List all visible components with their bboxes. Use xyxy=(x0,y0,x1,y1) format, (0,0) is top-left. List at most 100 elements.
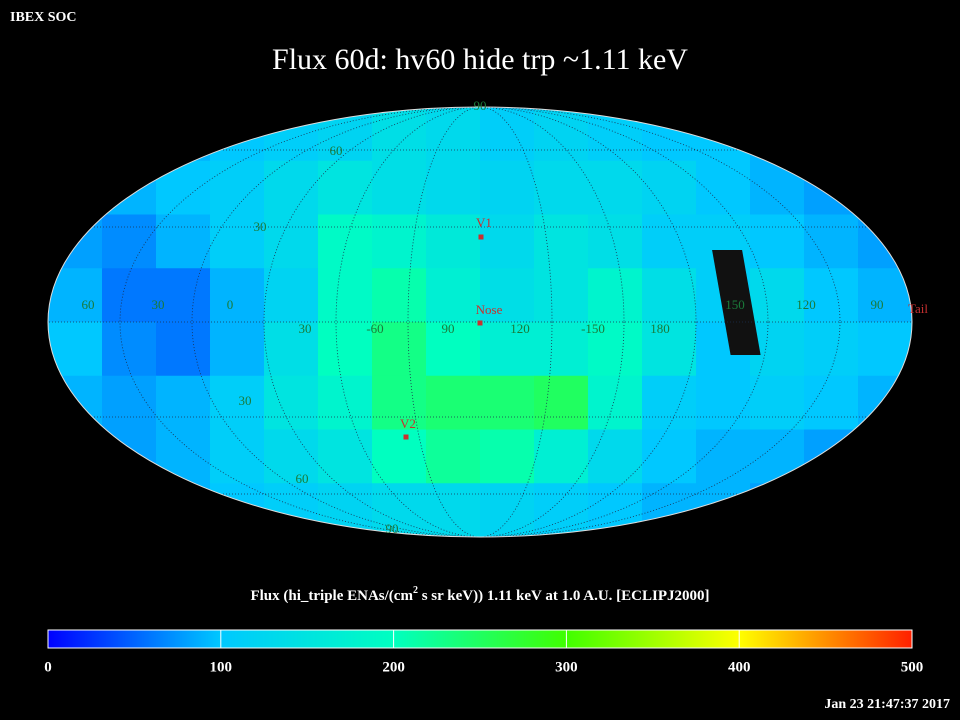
meridian xyxy=(119,107,841,537)
flux-cell xyxy=(588,375,643,430)
flux-cell xyxy=(804,214,859,269)
title: Flux 60d: hv60 hide trp ~1.11 keV xyxy=(272,43,688,76)
lon-label: -60 xyxy=(366,321,383,336)
flux-cell xyxy=(264,375,319,430)
flux-cell xyxy=(210,322,265,377)
colorbar-tick-label: 300 xyxy=(555,659,578,675)
flux-cell xyxy=(426,214,481,269)
colorbar-tick-label: 0 xyxy=(44,659,52,675)
flux-cell xyxy=(480,268,535,323)
lon-label: 90 xyxy=(871,297,884,312)
colorbar-tick-label: 400 xyxy=(728,659,751,675)
flux-cell xyxy=(480,107,535,162)
flux-cell xyxy=(534,375,589,430)
flux-cell xyxy=(210,160,265,215)
lon-label: 120 xyxy=(510,321,530,336)
timestamp: Jan 23 21:47:37 2017 xyxy=(824,697,950,712)
flux-cell xyxy=(264,322,319,377)
flux-cell xyxy=(750,375,805,430)
lon-label: 30 xyxy=(299,321,312,336)
flux-cell xyxy=(372,160,427,215)
flux-cell xyxy=(426,107,481,162)
flux-cell xyxy=(372,429,427,484)
map-labels: 60 30 0 30 -60 90 120 -150 180 150 120 90 90 60 30 30 60… xyxy=(82,98,929,536)
flux-cell xyxy=(372,322,427,377)
flux-cell xyxy=(210,429,265,484)
colorbar-ticks: 0 100 200 300 400 500 xyxy=(44,630,923,675)
flux-cell xyxy=(264,160,319,215)
lat-label: 60 xyxy=(330,143,343,158)
colorbar-label: Flux (hi_triple ENAs/(cm2 s sr keV)) 1.1… xyxy=(250,585,709,604)
flux-cell xyxy=(534,483,589,537)
flux-cell xyxy=(372,375,427,430)
flux-cell xyxy=(210,375,265,430)
flux-cell xyxy=(480,214,535,269)
flux-cell xyxy=(426,483,481,537)
label-part: Flux (hi_triple ENAs/(cm xyxy=(250,588,413,604)
lon-label: 0 xyxy=(227,297,234,312)
flux-cell xyxy=(480,322,535,377)
flux-cell xyxy=(480,483,535,537)
lat-label: 30 xyxy=(239,393,252,408)
flux-cell xyxy=(804,375,859,430)
flux-cell xyxy=(642,268,697,323)
flux-cell xyxy=(534,322,589,377)
lon-label: 60 xyxy=(82,297,95,312)
colorbar-tick-label: 200 xyxy=(382,659,405,675)
flux-cell xyxy=(696,375,751,430)
marker-label: V2 xyxy=(400,416,416,431)
flux-cell xyxy=(426,268,481,323)
flux-cell xyxy=(372,483,427,537)
flux-cell xyxy=(156,375,211,430)
flux-cell xyxy=(102,322,157,377)
flux-cell xyxy=(642,429,697,484)
flux-cell xyxy=(642,160,697,215)
flux-cell xyxy=(696,429,751,484)
graticule xyxy=(48,107,912,537)
flux-cell xyxy=(318,214,373,269)
meridian xyxy=(407,107,553,537)
lat-label: 60 xyxy=(296,471,309,486)
marker-dot xyxy=(478,234,484,240)
label-sup: 2 xyxy=(413,585,418,596)
colorbar xyxy=(47,629,913,649)
flux-cell xyxy=(696,160,751,215)
lon-label: 180 xyxy=(650,321,670,336)
flux-cell xyxy=(372,214,427,269)
flux-cell xyxy=(426,375,481,430)
flux-cell xyxy=(588,429,643,484)
flux-cell xyxy=(102,375,157,430)
flux-cell xyxy=(588,268,643,323)
colorbar-tick-label: 500 xyxy=(901,659,924,675)
flux-cell xyxy=(750,268,805,323)
lat-label: 90 xyxy=(474,98,487,113)
lon-label: -150 xyxy=(581,321,605,336)
marker-dot xyxy=(477,320,483,326)
flux-cell xyxy=(318,268,373,323)
flux-cell xyxy=(588,160,643,215)
marker-label: Nose xyxy=(476,302,503,317)
flux-cell xyxy=(642,375,697,430)
lon-label: 30 xyxy=(152,297,165,312)
flux-cell xyxy=(318,160,373,215)
flux-cell xyxy=(534,214,589,269)
flux-cell xyxy=(318,375,373,430)
map-outline xyxy=(47,106,913,538)
flux-cell xyxy=(156,268,211,323)
flux-cell xyxy=(318,429,373,484)
flux-cell xyxy=(588,322,643,377)
colorbar-tick-label: 100 xyxy=(210,659,233,675)
flux-cell xyxy=(534,160,589,215)
flux-cell xyxy=(426,160,481,215)
lon-label: 150 xyxy=(725,297,745,312)
marker-label: Tail xyxy=(908,301,928,316)
flux-cell xyxy=(480,429,535,484)
marker-label: V1 xyxy=(476,215,492,230)
flux-cell xyxy=(102,214,157,269)
lon-label: 90 xyxy=(442,321,455,336)
flux-cell xyxy=(750,214,805,269)
flux-cell xyxy=(480,160,535,215)
no-data-region xyxy=(712,250,761,355)
flux-cell xyxy=(426,429,481,484)
